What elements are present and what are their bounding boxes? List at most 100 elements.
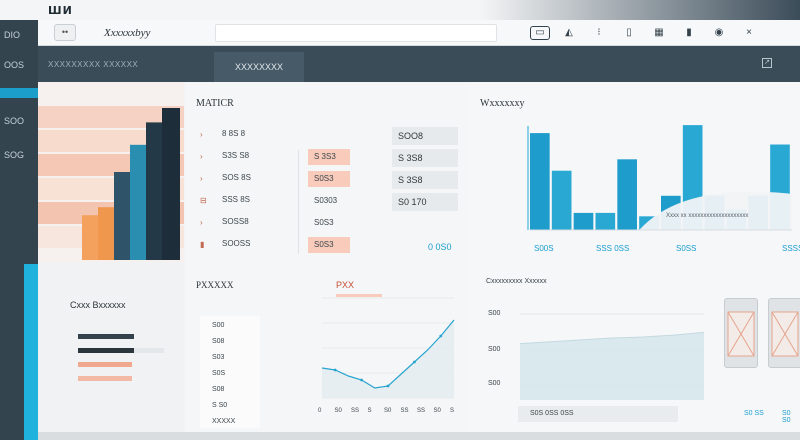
line-chart-legend: S00 S08 S03 S0S S08 S S0 XXXXX bbox=[200, 316, 260, 428]
line-x-tick: S0 bbox=[335, 408, 343, 414]
row-value-secondary: S 3S8 bbox=[392, 149, 458, 167]
brand-name: Xxxxxxbyy bbox=[104, 27, 151, 39]
line-point[interactable] bbox=[413, 360, 416, 364]
section-header: XXXXXXXXX XXXXXX XXXXXXXX ↗ bbox=[38, 46, 800, 82]
line-x-tick: S0 bbox=[434, 408, 442, 414]
row-value: S 3S3 bbox=[308, 149, 350, 165]
area-chart-panel: Cxxxxxxxxx Xxxxxx S00 S00 S00 S0S 0SS 0S… bbox=[470, 262, 800, 432]
thumbnail-card[interactable] bbox=[724, 298, 758, 368]
row-label: SOOSS bbox=[222, 239, 251, 248]
line-point[interactable] bbox=[333, 368, 337, 372]
bookmark-icon[interactable]: ▯ bbox=[626, 27, 632, 38]
hero-panel bbox=[38, 82, 184, 262]
hero-chart bbox=[82, 108, 180, 261]
sidebar-item-2[interactable]: OOS bbox=[4, 60, 25, 70]
area-y-label: S00 bbox=[488, 310, 501, 317]
line-x-tick: S bbox=[450, 408, 454, 414]
expand-icon[interactable]: ↗ bbox=[762, 58, 772, 68]
legend-item[interactable]: S0S bbox=[212, 370, 226, 377]
area-y-label: S00 bbox=[488, 346, 501, 353]
bar[interactable] bbox=[551, 170, 572, 230]
summary-bar bbox=[78, 376, 132, 381]
hero-bar bbox=[146, 122, 164, 261]
table-row[interactable]: › SOSS8 S0S3 bbox=[186, 212, 470, 234]
dashboard-main: MATICR › 8 8S 8 SOO8 › S3S S8 S 3S3 S 3S8 › SOS … bbox=[38, 82, 800, 432]
legend-item[interactable]: S08 bbox=[212, 386, 225, 393]
grid-icon[interactable]: ▦ bbox=[654, 27, 664, 38]
legend-item[interactable]: S08 bbox=[212, 338, 225, 345]
line-point[interactable] bbox=[360, 378, 363, 382]
bar[interactable] bbox=[530, 133, 550, 230]
sidebar-active-indicator bbox=[24, 264, 38, 440]
legend-item[interactable]: S03 bbox=[212, 354, 225, 361]
row-value-secondary: S 3S8 bbox=[392, 171, 458, 189]
row-icon: ▮ bbox=[200, 240, 205, 249]
line-chart: 0 S0 SS S S0 SS SS S0 S bbox=[318, 297, 455, 414]
bar-chart-panel: Wxxxxxxy Xxxx xx xxxxxxxxxxxxxxxxxxxx S0… bbox=[470, 82, 800, 262]
row-value: S0303 bbox=[314, 196, 338, 205]
area-footer-value: S0 S0 bbox=[782, 410, 791, 424]
summary-bar bbox=[78, 348, 164, 353]
line-chart-badge: PXX bbox=[336, 280, 355, 290]
sidebar-item-3[interactable]: SOO bbox=[4, 116, 25, 126]
row-value-secondary: SOO8 bbox=[392, 127, 458, 145]
line-point[interactable] bbox=[386, 384, 390, 388]
hero-bar bbox=[114, 172, 132, 260]
bar-chart-title: Wxxxxxxy bbox=[480, 98, 525, 109]
table-row[interactable]: › SOS 8S S0S3 S 3S8 bbox=[186, 168, 470, 190]
row-value-secondary: S0 170 bbox=[392, 193, 458, 211]
bar[interactable] bbox=[617, 159, 637, 230]
tab-active[interactable]: XXXXXXXX bbox=[214, 52, 304, 82]
app-logo: ШИ bbox=[48, 4, 73, 17]
row-label: 8 8S 8 bbox=[222, 129, 246, 138]
line-x-tick: S0 bbox=[384, 408, 392, 414]
window-titlebar: ШИ bbox=[0, 0, 800, 20]
row-value: S0S3 bbox=[308, 237, 350, 253]
bar[interactable] bbox=[573, 212, 594, 230]
area-footer-bar[interactable]: S0S 0SS 0SS bbox=[518, 406, 678, 422]
legend-item[interactable]: S00 bbox=[212, 322, 225, 329]
summary-bar bbox=[134, 348, 164, 353]
area-y-label: S00 bbox=[488, 380, 501, 387]
close-icon[interactable]: × bbox=[746, 27, 752, 38]
row-value: S0S3 bbox=[308, 171, 350, 187]
hero-bar bbox=[162, 108, 180, 260]
line-point[interactable] bbox=[439, 334, 443, 338]
table-title: MATICR bbox=[196, 98, 234, 109]
sidebar-item-4[interactable]: SOG bbox=[4, 150, 25, 160]
menu-button[interactable]: •• bbox=[54, 24, 76, 41]
sidebar-item-1[interactable]: DIO bbox=[4, 30, 21, 40]
bell-icon[interactable]: ◭ bbox=[565, 27, 573, 38]
hero-bar bbox=[130, 144, 148, 260]
search-input[interactable] bbox=[215, 24, 497, 42]
table-row[interactable]: › 8 8S 8 SOO8 bbox=[186, 124, 470, 146]
breadcrumb[interactable]: XXXXXXXXX XXXXXX bbox=[48, 60, 139, 69]
line-x-tick: SS bbox=[417, 408, 425, 414]
hero-bar bbox=[82, 215, 100, 260]
panel-toggle-icon[interactable]: ▮ bbox=[686, 27, 692, 38]
thumbnail-card[interactable] bbox=[768, 298, 800, 368]
bar[interactable] bbox=[595, 212, 616, 230]
row-value: S0S3 bbox=[314, 218, 334, 227]
summary-title: Cxxx Bxxxxxx bbox=[70, 300, 126, 310]
hero-bar bbox=[98, 207, 116, 260]
table-row[interactable]: › S3S S8 S 3S3 S 3S8 bbox=[186, 146, 470, 168]
summary-bar bbox=[78, 334, 134, 339]
legend-item[interactable]: XXXXX bbox=[212, 418, 236, 425]
table-row[interactable]: ▮ SOOSS S0S3 bbox=[186, 234, 470, 256]
legend-item[interactable]: S S0 bbox=[212, 402, 228, 409]
bar-chart bbox=[527, 125, 792, 231]
line-x-tick: SS bbox=[351, 408, 359, 414]
help-icon[interactable]: ⁝ bbox=[597, 27, 601, 38]
table-row[interactable]: ⊟ SSS 8S S0303 S0 170 bbox=[186, 190, 470, 212]
panel-icon[interactable]: ▭ bbox=[530, 26, 550, 40]
bar-x-label: S0SS bbox=[676, 244, 697, 253]
bar-x-label: S00S bbox=[534, 244, 554, 253]
table-total: 0 0S0 bbox=[428, 242, 452, 252]
top-toolbar: •• Xxxxxxbyy ▭ ◭ ⁝ ▯ ▦ ▮ ◉ × bbox=[0, 20, 800, 46]
summary-panel: Cxxx Bxxxxxx bbox=[38, 262, 184, 432]
row-icon: ⊟ bbox=[200, 196, 207, 205]
eye-icon[interactable]: ◉ bbox=[714, 27, 724, 38]
metrics-table-panel: MATICR › 8 8S 8 SOO8 › S3S S8 S 3S3 S 3S8 › SOS … bbox=[186, 82, 470, 262]
